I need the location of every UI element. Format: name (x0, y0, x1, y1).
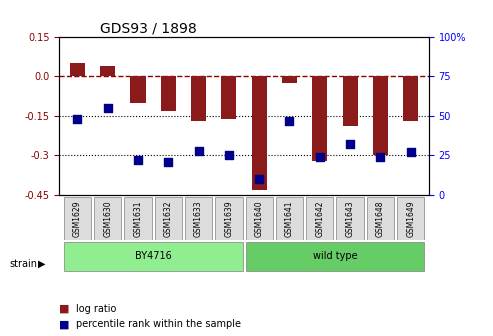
Bar (70, 63, 85, 77)
Text: BY4716: BY4716 (135, 251, 172, 261)
Point (164, 159, 172, 164)
Text: log ratio: log ratio (76, 304, 117, 314)
Text: percentile rank within the sample: percentile rank within the sample (76, 319, 242, 329)
FancyBboxPatch shape (367, 197, 394, 240)
Text: GSM1629: GSM1629 (73, 200, 82, 237)
Text: GSM1639: GSM1639 (224, 200, 233, 237)
Bar (251, 77, 267, 190)
Point (134, 158, 142, 163)
Text: GSM1633: GSM1633 (194, 200, 203, 237)
Text: GSM1642: GSM1642 (316, 200, 324, 237)
Bar (221, 77, 237, 119)
Text: strain: strain (10, 259, 38, 269)
Point (255, 176, 263, 182)
Text: ■: ■ (59, 319, 70, 329)
Point (73, 116, 81, 122)
FancyBboxPatch shape (155, 197, 182, 240)
Point (346, 142, 354, 147)
Text: GSM1643: GSM1643 (346, 200, 354, 237)
Point (195, 148, 203, 153)
Text: wild type: wild type (313, 251, 357, 261)
FancyBboxPatch shape (185, 197, 212, 240)
Text: GSM1630: GSM1630 (103, 200, 112, 237)
Text: GSM1649: GSM1649 (406, 200, 415, 237)
Bar (161, 77, 176, 111)
FancyBboxPatch shape (246, 242, 424, 270)
Text: GSM1631: GSM1631 (134, 200, 142, 237)
Point (104, 106, 111, 111)
Bar (403, 77, 418, 121)
FancyBboxPatch shape (306, 197, 333, 240)
Point (377, 154, 385, 160)
FancyBboxPatch shape (64, 242, 243, 270)
Text: GDS93 / 1898: GDS93 / 1898 (100, 22, 196, 36)
Bar (312, 77, 327, 161)
Bar (130, 77, 145, 103)
Bar (343, 77, 358, 126)
FancyBboxPatch shape (337, 197, 364, 240)
Text: ▶: ▶ (38, 259, 46, 269)
Bar (191, 77, 206, 121)
Bar (100, 66, 115, 77)
FancyBboxPatch shape (64, 197, 91, 240)
Text: GSM1648: GSM1648 (376, 200, 385, 237)
Point (225, 153, 233, 158)
Point (285, 118, 293, 123)
Text: GSM1640: GSM1640 (255, 200, 264, 237)
FancyBboxPatch shape (215, 197, 243, 240)
Text: GSM1632: GSM1632 (164, 200, 173, 237)
FancyBboxPatch shape (94, 197, 121, 240)
FancyBboxPatch shape (124, 197, 152, 240)
Point (407, 150, 415, 155)
Bar (373, 77, 388, 156)
FancyBboxPatch shape (397, 197, 424, 240)
FancyBboxPatch shape (276, 197, 303, 240)
Text: ■: ■ (59, 304, 70, 314)
Point (316, 154, 324, 160)
FancyBboxPatch shape (246, 197, 273, 240)
Bar (282, 77, 297, 83)
Text: GSM1641: GSM1641 (285, 200, 294, 237)
